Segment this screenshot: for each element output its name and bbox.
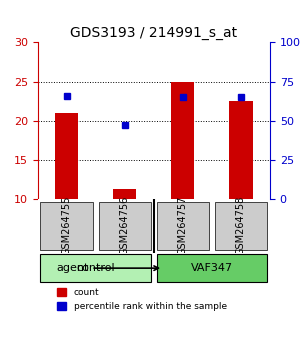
Legend: count, percentile rank within the sample: count, percentile rank within the sample <box>54 284 230 314</box>
Text: agent: agent <box>56 263 158 273</box>
Text: control: control <box>76 263 115 273</box>
FancyBboxPatch shape <box>98 201 151 250</box>
Text: GSM264758: GSM264758 <box>236 196 246 255</box>
Bar <box>229 101 253 199</box>
Text: GSM264755: GSM264755 <box>61 196 72 255</box>
FancyBboxPatch shape <box>40 201 93 250</box>
Bar <box>55 113 78 199</box>
Bar <box>113 189 136 199</box>
Title: GDS3193 / 214991_s_at: GDS3193 / 214991_s_at <box>70 26 237 40</box>
FancyBboxPatch shape <box>157 201 209 250</box>
Bar <box>171 81 194 199</box>
Text: GSM264757: GSM264757 <box>178 196 188 255</box>
FancyBboxPatch shape <box>40 254 151 282</box>
FancyBboxPatch shape <box>157 254 267 282</box>
Text: VAF347: VAF347 <box>191 263 233 273</box>
Text: GSM264756: GSM264756 <box>120 196 130 255</box>
FancyBboxPatch shape <box>215 201 267 250</box>
